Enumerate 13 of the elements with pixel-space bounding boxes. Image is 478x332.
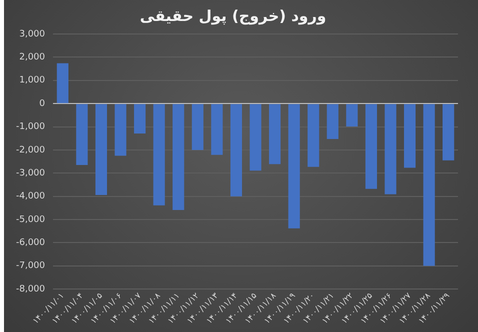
- y-tick-label: -1,000: [16, 122, 46, 132]
- y-tick-label: -7,000: [16, 261, 46, 272]
- y-tick-label: 3,000: [19, 29, 46, 40]
- y-tick-label: 1,000: [19, 76, 46, 86]
- chart-title: ورود (خروج) پول حقیقی: [140, 6, 326, 25]
- y-tick-label: 0: [39, 98, 46, 109]
- y-tick-label: -6,000: [16, 238, 46, 248]
- y-tick-label: -2,000: [16, 145, 46, 156]
- y-tick-label: 2,000: [19, 52, 46, 63]
- y-tick-label: -8,000: [16, 284, 46, 294]
- y-tick-label: -4,000: [16, 192, 46, 202]
- y-tick-label: -3,000: [16, 168, 46, 178]
- y-tick-label: -5,000: [16, 214, 46, 225]
